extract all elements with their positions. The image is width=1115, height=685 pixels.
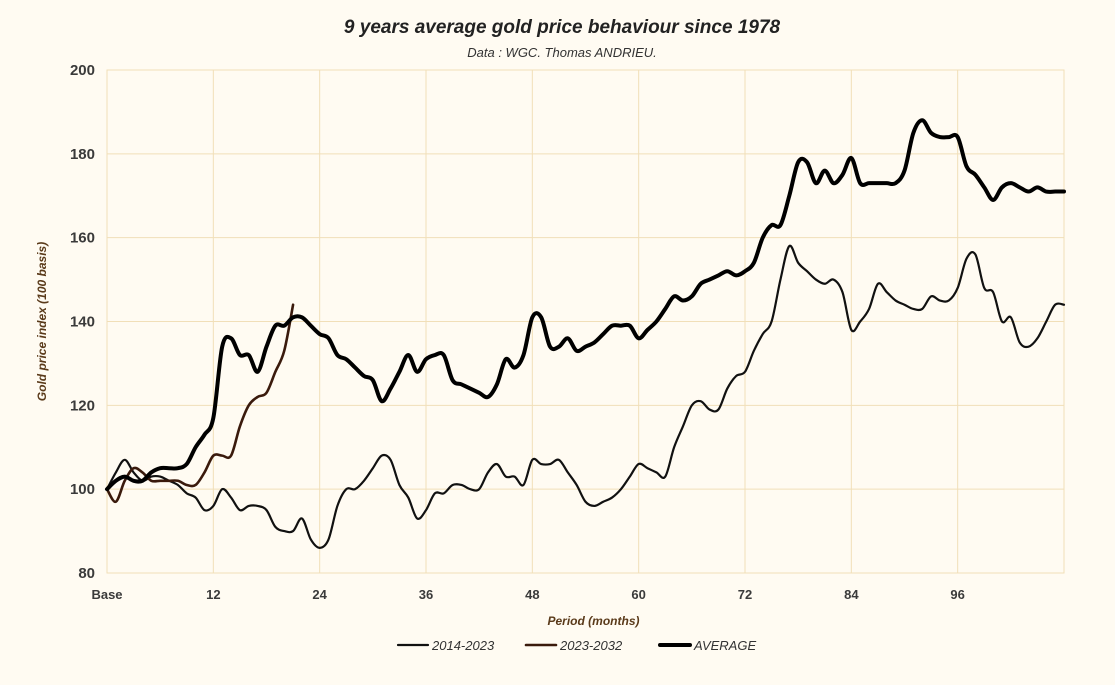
- y-tick-label: 80: [78, 565, 95, 582]
- y-tick-label: 100: [70, 481, 95, 498]
- y-tick-label: 120: [70, 397, 95, 414]
- chart-title: 9 years average gold price behaviour sin…: [344, 17, 781, 38]
- x-tick-label: Base: [91, 587, 122, 602]
- x-axis: Base 12 24 36 48 60 72 84 96: [91, 587, 964, 602]
- series-line-2023-2032: [105, 303, 295, 504]
- series-lines: [105, 118, 1066, 549]
- y-tick-label: 200: [70, 62, 95, 79]
- x-tick-label: 96: [950, 587, 964, 602]
- legend-label: AVERAGE: [693, 638, 756, 653]
- y-axis-label: Gold price index (100 basis): [35, 242, 49, 401]
- x-tick-label: 12: [206, 587, 220, 602]
- x-tick-label: 72: [738, 587, 752, 602]
- y-tick-label: 140: [70, 314, 95, 331]
- x-tick-label: 24: [312, 587, 327, 602]
- series-line-average: [105, 118, 1066, 492]
- chart-subtitle: Data : WGC. Thomas ANDRIEU.: [467, 45, 657, 60]
- gridlines: [107, 69, 1064, 574]
- x-tick-label: 84: [844, 587, 859, 602]
- x-tick-label: 60: [631, 587, 645, 602]
- x-tick-label: 48: [525, 587, 539, 602]
- y-axis: 80 100 120 140 160 180 200: [70, 62, 95, 582]
- x-axis-label: Period (months): [548, 614, 640, 628]
- plot-frame: [106, 69, 1065, 574]
- x-tick-label: 36: [419, 587, 433, 602]
- legend-label: 2014-2023: [431, 638, 495, 653]
- legend-label: 2023-2032: [559, 638, 623, 653]
- legend: 2014-2023 2023-2032 AVERAGE: [396, 638, 756, 653]
- y-tick-label: 160: [70, 230, 95, 247]
- series-line-2014-2023: [105, 244, 1066, 549]
- y-tick-label: 180: [70, 146, 95, 163]
